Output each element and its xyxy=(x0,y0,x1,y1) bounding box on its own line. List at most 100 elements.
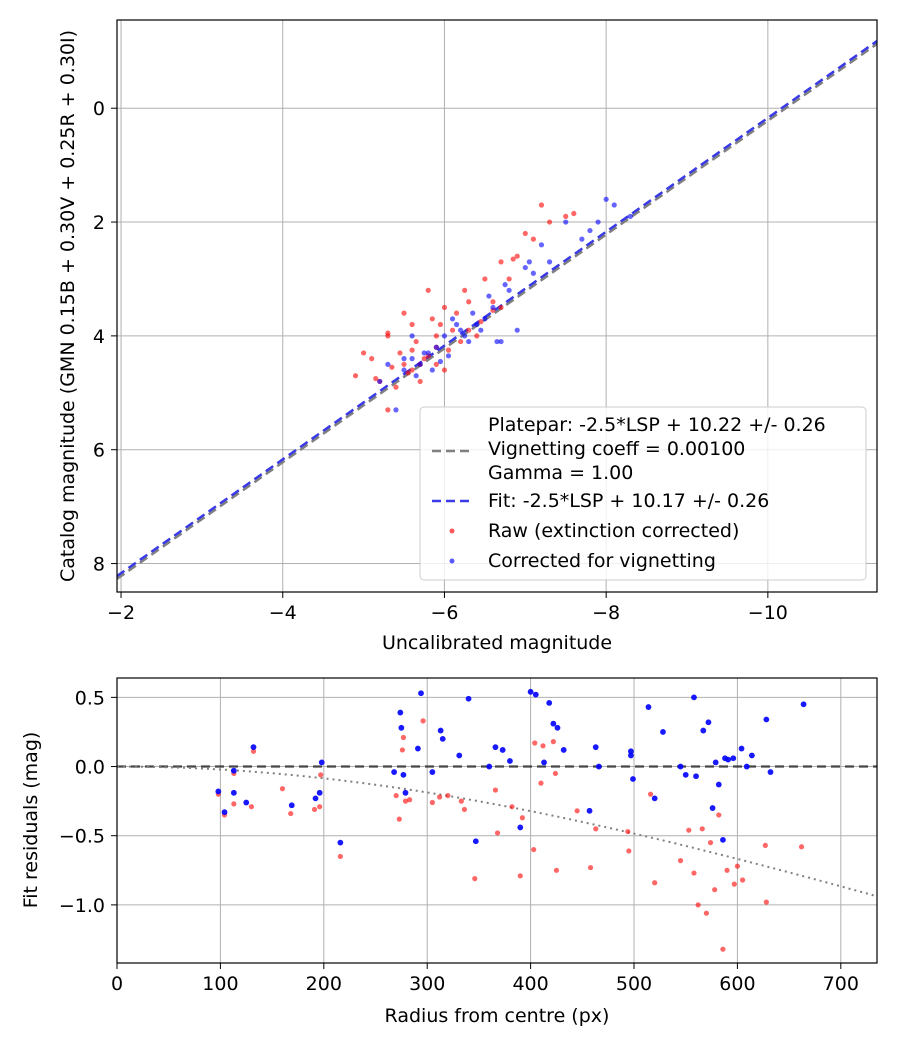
raw-point xyxy=(429,316,435,322)
corrected-point xyxy=(538,242,545,248)
corrected-residual-point xyxy=(554,724,561,731)
raw-residual-point xyxy=(677,858,684,864)
raw-residual-point xyxy=(288,810,294,817)
legend: Platepar: -2.5*LSP + 10.22 +/- 0.26 Vigne… xyxy=(419,406,867,581)
top-ticks: −2 −4 −6 −8 −10 0 2 4 6 8 xyxy=(93,98,788,624)
raw-point xyxy=(506,276,512,282)
residuals-plot: 0 100 200 300 400 500 600 700 0.5 0.0 −0.5 −1.0 Rad… xyxy=(20,677,878,1027)
corrected-residual-point xyxy=(316,789,323,796)
raw-point xyxy=(514,253,520,259)
corrected-residual-point xyxy=(748,752,755,759)
corrected-point xyxy=(417,361,423,367)
top-x-tick-label: −6 xyxy=(430,602,458,624)
raw-point xyxy=(482,276,488,282)
corrected-residual-point xyxy=(402,789,409,796)
raw-residual-point xyxy=(492,787,499,793)
raw-point xyxy=(385,407,391,413)
raw-point xyxy=(466,327,472,333)
raw-residual-point xyxy=(318,772,324,778)
raw-point xyxy=(445,347,452,353)
raw-point xyxy=(490,299,496,305)
raw-point xyxy=(462,287,468,293)
corrected-residual-point xyxy=(486,763,493,770)
corrected-residual-point xyxy=(715,781,722,788)
corrected-residual-point xyxy=(682,771,689,778)
raw-point xyxy=(538,202,545,208)
raw-point xyxy=(401,361,407,367)
raw-residual-point xyxy=(686,827,692,833)
corrected-residual-point xyxy=(429,769,436,775)
raw-residual-point xyxy=(716,812,722,818)
raw-point xyxy=(522,230,528,237)
corrected-residual-point xyxy=(215,788,222,795)
corrected-point xyxy=(393,407,399,413)
raw-residual-point xyxy=(248,804,255,810)
raw-point xyxy=(530,236,536,242)
corrected-point xyxy=(530,270,536,276)
legend-raw-label: Raw (extinction corrected) xyxy=(488,520,739,542)
raw-residual-point xyxy=(552,770,559,777)
corrected-residual-point xyxy=(439,735,446,742)
raw-residual-point xyxy=(574,808,580,814)
bottom-x-tick-label: 700 xyxy=(823,973,859,995)
raw-residual-point xyxy=(731,881,737,887)
raw-point xyxy=(441,304,448,311)
top-y-tick-label: 2 xyxy=(93,212,105,234)
raw-residual-point xyxy=(231,801,237,807)
raw-residual-point xyxy=(712,887,718,893)
corrected-point xyxy=(514,327,520,333)
corrected-residual-point xyxy=(730,755,737,762)
corrected-point xyxy=(486,293,492,299)
raw-point xyxy=(385,330,391,336)
corrected-residual-point xyxy=(595,763,602,770)
top-y-tick-label: 6 xyxy=(93,440,105,462)
corrected-point xyxy=(478,327,484,333)
corrected-residual-point xyxy=(628,748,634,755)
bottom-ticks: 0 100 200 300 400 500 600 700 0.5 0.0 −0.5 −1.0 xyxy=(59,687,859,995)
raw-point xyxy=(458,338,464,345)
raw-point xyxy=(352,373,359,379)
corrected-residual-point xyxy=(725,756,732,763)
corrected-residual-point xyxy=(709,805,716,811)
raw-residual-point xyxy=(540,743,546,749)
raw-point xyxy=(397,350,403,356)
corrected-point xyxy=(433,344,439,350)
corrected-point xyxy=(425,350,431,356)
corrected-point xyxy=(611,202,617,208)
raw-point xyxy=(449,327,456,333)
bottom-y-tick-label: −0.5 xyxy=(59,826,105,848)
corrected-residual-point xyxy=(337,839,344,846)
legend-corrected-label: Corrected for vignetting xyxy=(488,550,716,572)
corrected-residual-point xyxy=(651,795,658,802)
corrected-point xyxy=(579,236,585,242)
raw-point xyxy=(401,310,407,316)
legend-corrected-swatch xyxy=(449,558,455,564)
corrected-residual-point xyxy=(398,724,405,731)
corrected-residual-point xyxy=(541,759,547,766)
top-plot-frame xyxy=(116,19,878,593)
corrected-point xyxy=(546,259,553,265)
legend-box xyxy=(419,406,867,581)
raw-residual-point xyxy=(538,780,544,786)
corrected-residual-point xyxy=(532,691,539,698)
raw-residual-point xyxy=(250,748,257,754)
corrected-residual-point xyxy=(391,769,398,775)
top-scatter-points xyxy=(352,196,634,413)
raw-point xyxy=(478,319,484,325)
raw-point xyxy=(417,378,423,385)
corrected-residual-point xyxy=(230,767,237,774)
corrected-residual-point xyxy=(660,729,666,735)
top-xlabel: Uncalibrated magnitude xyxy=(382,632,612,654)
raw-point xyxy=(437,321,444,328)
corrected-residual-point xyxy=(414,745,421,752)
corrected-point xyxy=(506,287,512,293)
corrected-point xyxy=(474,321,480,328)
corrected-residual-point xyxy=(693,773,699,780)
bottom-x-tick-label: 400 xyxy=(512,973,548,995)
raw-point xyxy=(433,333,439,339)
corrected-point xyxy=(401,356,407,362)
corrected-residual-point xyxy=(560,747,567,753)
raw-residual-point xyxy=(699,826,705,832)
corrected-point xyxy=(429,367,435,373)
